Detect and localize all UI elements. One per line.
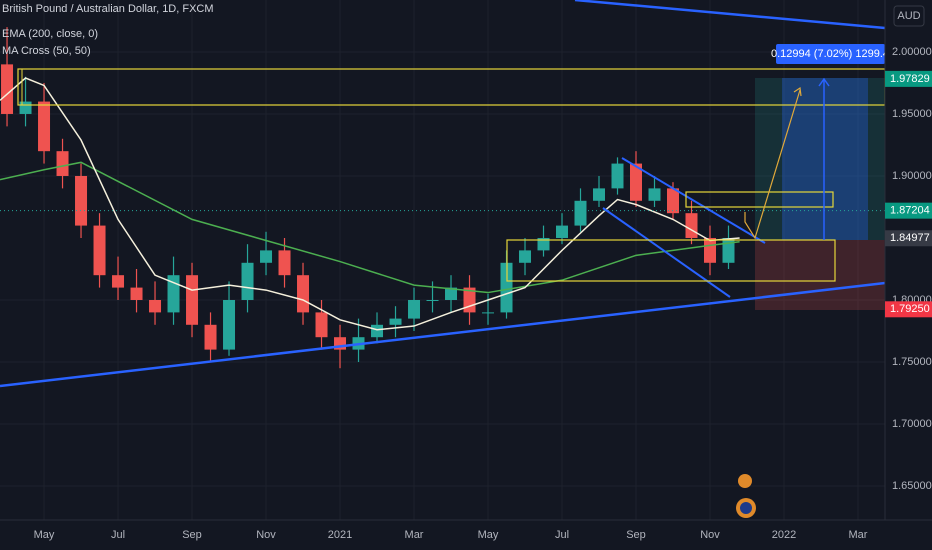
price-label: 1.84977 bbox=[890, 232, 930, 244]
candle-body bbox=[703, 237, 716, 263]
x-tick-label: Nov bbox=[256, 529, 276, 541]
price-label: 1.79250 bbox=[890, 303, 930, 315]
x-tick-label: Nov bbox=[700, 529, 720, 541]
x-tick-label: 2022 bbox=[772, 529, 796, 541]
candle-body bbox=[556, 225, 569, 238]
y-tick-label: 1.65000 bbox=[892, 480, 932, 492]
price-label: 1.97829 bbox=[890, 73, 930, 85]
candle-body bbox=[93, 225, 106, 276]
x-tick-label: 2021 bbox=[328, 529, 352, 541]
indicator-line bbox=[0, 77, 740, 331]
candle-body bbox=[1, 64, 14, 114]
candle-body bbox=[593, 188, 606, 201]
candle-body bbox=[260, 250, 273, 263]
support-line bbox=[0, 281, 886, 388]
x-tick-label: Jul bbox=[111, 529, 125, 541]
candle-body bbox=[56, 151, 69, 176]
candle-body bbox=[149, 299, 162, 313]
candle-body bbox=[611, 163, 624, 189]
candle-body bbox=[408, 299, 421, 319]
y-tick-label: 1.95000 bbox=[892, 108, 932, 120]
candle-body bbox=[38, 101, 51, 152]
price-tag bbox=[885, 301, 932, 318]
measure-box bbox=[776, 44, 885, 64]
candle-body bbox=[241, 262, 254, 300]
price-tag bbox=[885, 70, 932, 87]
candle-body bbox=[315, 312, 328, 338]
chart-title: British Pound / Australian Dollar, 1D, F… bbox=[2, 3, 214, 15]
candle-body bbox=[223, 299, 236, 350]
event-icon bbox=[738, 474, 752, 488]
channel-line bbox=[602, 207, 731, 298]
candle-body bbox=[297, 275, 310, 313]
candle-body bbox=[112, 275, 125, 288]
candle-body bbox=[482, 312, 495, 314]
event-icon bbox=[740, 502, 752, 514]
x-tick-label: May bbox=[478, 529, 499, 541]
candle-body bbox=[630, 163, 643, 201]
candle-body bbox=[389, 318, 402, 325]
x-tick-label: Mar bbox=[405, 529, 424, 541]
candle-body bbox=[666, 188, 679, 214]
candle-body bbox=[130, 287, 143, 300]
currency-box bbox=[893, 5, 925, 27]
candle-body bbox=[463, 287, 476, 313]
zone-rect bbox=[506, 239, 836, 282]
candle-body bbox=[371, 324, 384, 338]
measure-label: 0.12994 (7.02%) 1299.4 bbox=[771, 48, 889, 60]
y-tick-label: 1.70000 bbox=[892, 418, 932, 430]
indicator-label: MA Cross (50, 50) bbox=[2, 45, 91, 57]
trend-line bbox=[574, 0, 886, 30]
x-tick-label: Sep bbox=[626, 529, 646, 541]
price-tag bbox=[885, 202, 932, 219]
x-tick-label: Mar bbox=[849, 529, 868, 541]
arrow-head bbox=[793, 86, 802, 97]
channel-line bbox=[621, 157, 766, 244]
x-tick-label: Jul bbox=[555, 529, 569, 541]
y-tick-label: 1.90000 bbox=[892, 170, 932, 182]
price-tag bbox=[885, 230, 932, 247]
currency-label: AUD bbox=[897, 10, 920, 22]
candle-body bbox=[537, 237, 550, 251]
candle-body bbox=[278, 250, 291, 276]
candle-body bbox=[426, 299, 439, 301]
x-tick-label: May bbox=[34, 529, 55, 541]
candle-body bbox=[500, 262, 513, 313]
candle-body bbox=[722, 237, 735, 263]
plot bbox=[0, 27, 885, 369]
candle-body bbox=[685, 213, 698, 238]
candle-body bbox=[204, 324, 217, 350]
indicator-line bbox=[0, 161, 740, 294]
candle-body bbox=[445, 287, 458, 300]
stop-zone bbox=[755, 240, 885, 310]
y-tick-label: 2.00000 bbox=[892, 46, 932, 58]
candle-body bbox=[648, 188, 661, 201]
candle-body bbox=[574, 200, 587, 226]
candle-body bbox=[186, 275, 199, 325]
axes: 1.650001.700001.750001.800001.900001.950… bbox=[34, 46, 932, 541]
candle-body bbox=[75, 175, 88, 226]
zone-rect bbox=[685, 191, 834, 208]
indicator-label: EMA (200, close, 0) bbox=[2, 28, 98, 40]
y-axis-bg bbox=[885, 0, 932, 550]
y-tick-label: 1.75000 bbox=[892, 356, 932, 368]
candle-body bbox=[519, 250, 532, 263]
projection-arrow bbox=[744, 89, 801, 240]
measure-zone bbox=[782, 78, 868, 240]
x-tick-label: Sep bbox=[182, 529, 202, 541]
arrow-head bbox=[818, 77, 830, 87]
candle-body bbox=[19, 101, 32, 114]
price-label: 1.87204 bbox=[890, 205, 930, 217]
